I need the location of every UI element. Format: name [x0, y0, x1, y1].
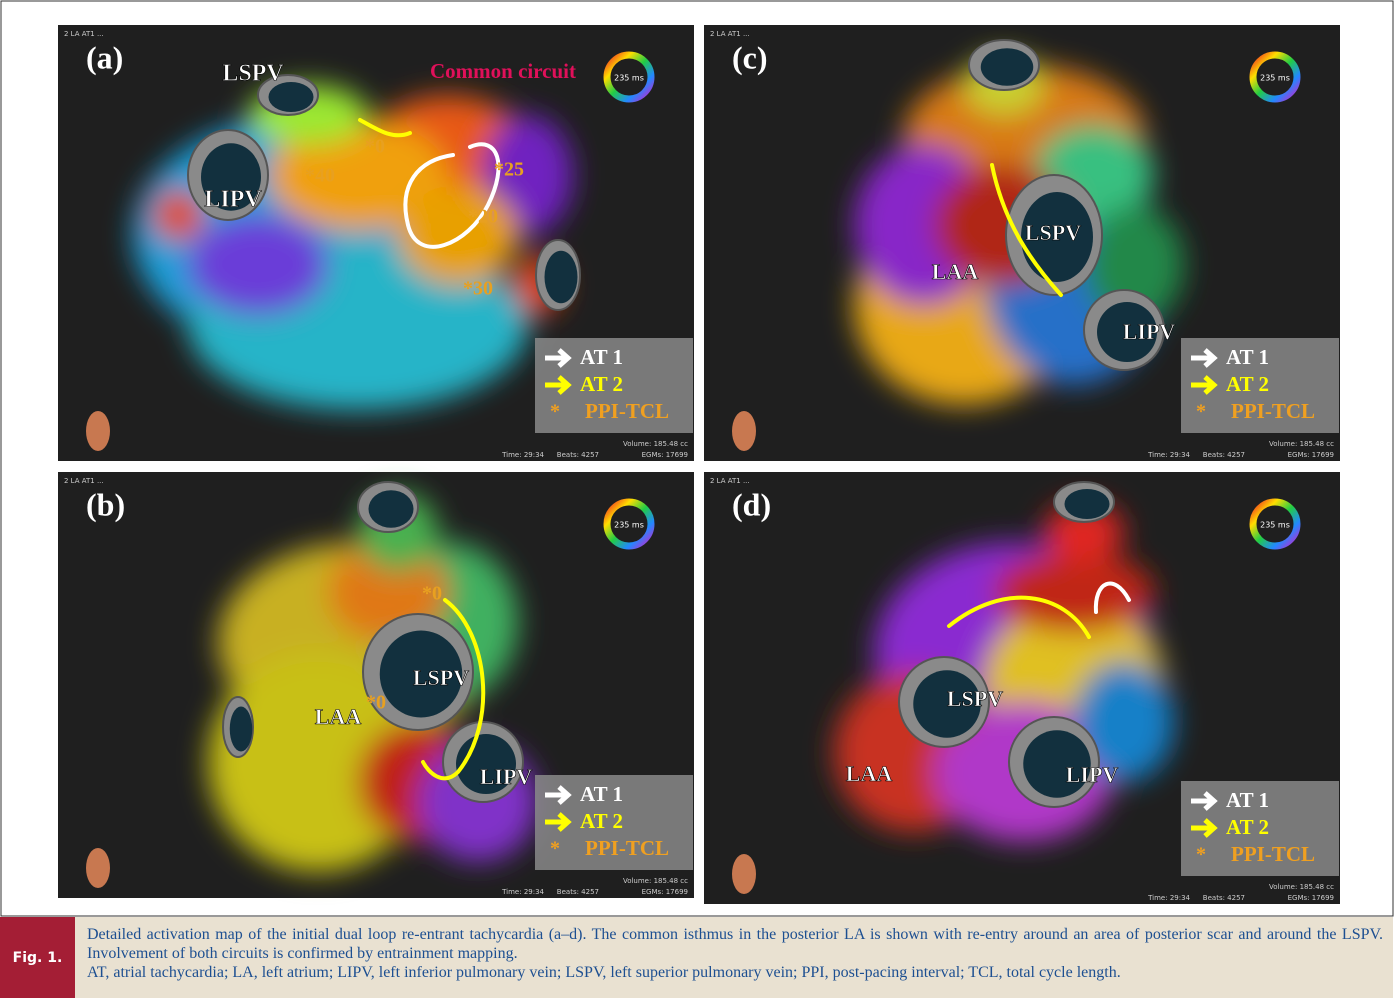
legend-symbol: * [550, 401, 560, 423]
map-region [398, 185, 518, 285]
stats: Volume: 185.48 cc [1269, 883, 1334, 891]
map-label: *0 [366, 692, 386, 714]
legend-label: PPI-TCL [1231, 399, 1315, 423]
panel-header: 2 LA AT1 ... [64, 30, 104, 38]
stats: Beats: 4257 [1203, 894, 1245, 902]
legend-symbol: * [1196, 401, 1206, 423]
legend-label: PPI-TCL [1231, 842, 1315, 866]
map-label: *0 [422, 583, 442, 605]
map-label: *0 [365, 136, 385, 158]
panel-letter: (c) [732, 39, 768, 75]
caption-label: Fig. 1. [0, 917, 75, 998]
legend-label: AT 1 [1226, 788, 1269, 812]
map-label: LSPV [1025, 220, 1081, 245]
stats: Beats: 4257 [1203, 451, 1245, 459]
body-icon [732, 854, 756, 894]
panel-header: 2 LA AT1 ... [64, 477, 104, 485]
stats: Volume: 185.48 cc [623, 877, 688, 885]
stats: Volume: 185.48 cc [1269, 440, 1334, 448]
stats: EGMs: 17699 [1288, 451, 1334, 459]
stats: Beats: 4257 [557, 451, 599, 459]
map-label: *30 [463, 278, 493, 300]
legend-symbol: * [550, 838, 560, 860]
page: {"figure": { "panels": [ {"letter": "(a)… [0, 0, 1395, 999]
stats: Volume: 185.48 cc [623, 440, 688, 448]
map-label: LAA [846, 761, 893, 786]
map-label: *40 [305, 165, 335, 187]
legend-label: PPI-TCL [585, 399, 669, 423]
legend-label: AT 2 [1226, 372, 1269, 396]
map-label: *25 [494, 159, 524, 181]
legend-symbol: * [1196, 844, 1206, 866]
panel-letter: (a) [86, 39, 123, 75]
map-label: LAA [932, 259, 979, 284]
vein-lumen [1065, 489, 1110, 519]
panel: 2 LA AT1 ...(c) 235 ms LSPV LAA LIPV AT 1 AT 2… [704, 25, 1340, 461]
panel-letter: (b) [86, 486, 125, 522]
legend-label: AT 2 [580, 809, 623, 833]
figure: 2 LA AT1 ...(a)235 msLSPVLIPVCommon circ… [0, 0, 1395, 917]
map-label: LSPV [947, 686, 1003, 711]
legend-label: AT 1 [580, 782, 623, 806]
stats: EGMs: 17699 [1288, 894, 1334, 902]
body-icon [86, 848, 110, 888]
stats: EGMs: 17699 [642, 451, 688, 459]
map-label: LSPV [222, 61, 284, 87]
map-label: LIPV [480, 764, 533, 789]
stats: Time: 29:34 [501, 451, 544, 459]
legend-label: AT 1 [580, 345, 623, 369]
stats: EGMs: 17699 [642, 888, 688, 896]
cycle-length: 235 ms [1260, 74, 1290, 83]
caption-line: Detailed activation map of the initial d… [87, 925, 1383, 963]
map-label: LIPV [1123, 319, 1176, 344]
map-label: *20 [468, 206, 498, 228]
stats: Time: 29:34 [501, 888, 544, 896]
map-label: LIPV [204, 187, 262, 213]
panel-letter: (d) [732, 486, 771, 522]
cycle-length: 235 ms [614, 74, 644, 83]
panel: 2 LA AT1 ...(d) 235 ms LSPV LAA LIPV AT 1 AT 2… [704, 472, 1340, 904]
panel-header: 2 LA AT1 ... [710, 477, 750, 485]
vein-lumen [369, 490, 414, 528]
legend-label: PPI-TCL [585, 836, 669, 860]
body-icon [86, 411, 110, 451]
map-label: LAA [315, 704, 362, 729]
caption: Fig. 1. Detailed activation map of the i… [0, 917, 1393, 998]
panel: 2 LA AT1 ...(a) 235 ms LSPV LIPV Common circ… [58, 25, 694, 461]
caption-line: AT, atrial tachycardia; LA, left atrium;… [87, 963, 1383, 982]
body-icon [732, 411, 756, 451]
stats: Time: 29:34 [1147, 894, 1190, 902]
panel-header: 2 LA AT1 ... [710, 30, 750, 38]
vein-lumen [981, 48, 1034, 86]
legend-label: AT 1 [1226, 345, 1269, 369]
stats: Beats: 4257 [557, 888, 599, 896]
cycle-length: 235 ms [614, 521, 644, 530]
vein-lumen [545, 251, 578, 304]
stats: Time: 29:34 [1147, 451, 1190, 459]
map-label: Common circuit [430, 59, 576, 83]
vein-lumen [230, 707, 253, 752]
map-region [188, 215, 328, 315]
map-label: LSPV [413, 665, 469, 690]
caption-text: Detailed activation map of the initial d… [75, 917, 1393, 998]
map-label: LIPV [1066, 762, 1119, 787]
legend-label: AT 2 [580, 372, 623, 396]
cycle-length: 235 ms [1260, 521, 1290, 530]
legend-label: AT 2 [1226, 815, 1269, 839]
